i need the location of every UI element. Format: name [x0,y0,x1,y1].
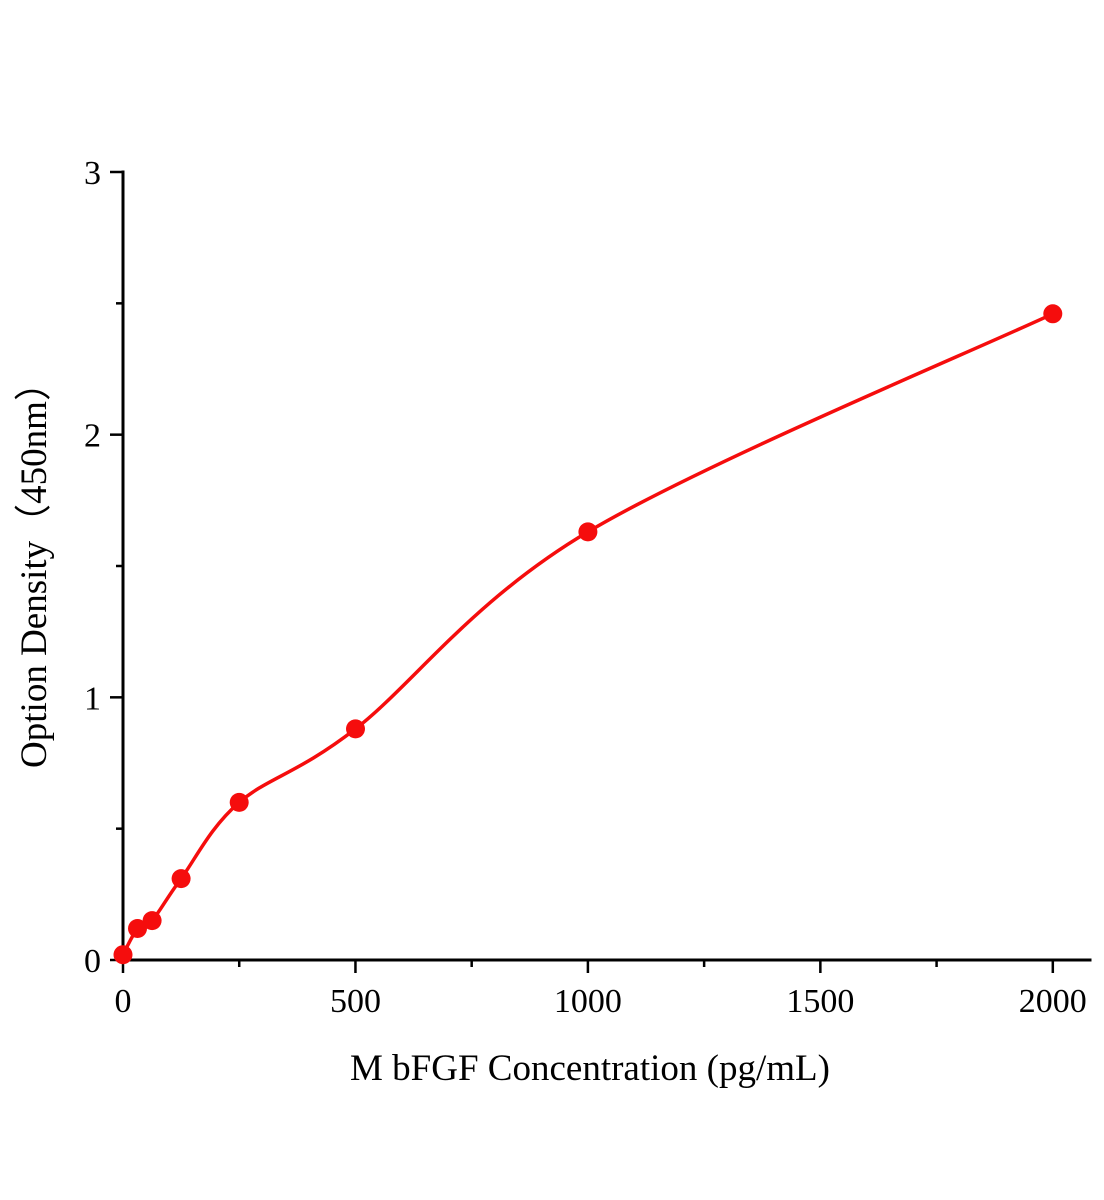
y-axis-label: Option Density（450nm） [14,364,55,768]
x-axis-label: M bFGF Concentration (pg/mL) [350,1048,830,1089]
data-point [346,719,365,739]
plot-layer: 0 500 1000 1500 2000 0 1 2 3 [84,155,1092,1020]
data-point [113,945,133,965]
data-point [171,869,191,889]
y-tick-label: 2 [84,418,101,455]
y-tick-label: 3 [84,155,101,192]
x-tick-label: 1500 [786,983,854,1020]
data-point [128,919,147,938]
fit-curve [121,312,1055,957]
data-point [1043,304,1063,324]
x-tick-label: 500 [330,983,381,1020]
x-tick-label: 1000 [554,983,622,1020]
data-point [229,792,249,812]
data-point [142,911,162,931]
y-tick-label: 1 [84,680,101,717]
y-tick-label: 0 [84,943,101,980]
x-tick-label: 2000 [1019,983,1087,1020]
x-tick-label: 0 [115,983,132,1020]
data-point [578,522,598,542]
